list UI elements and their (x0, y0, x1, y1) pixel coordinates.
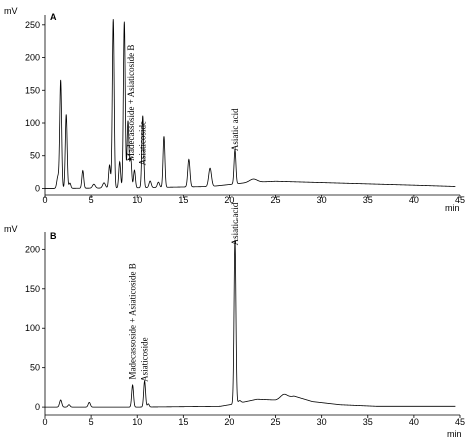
x-tick-label-b: 45 (455, 417, 465, 427)
y-tick-label-a: 50 (30, 151, 40, 161)
y-tick-label-b: 50 (30, 363, 40, 373)
x-tick-label-b: 25 (271, 417, 281, 427)
x-tick-label-b: 0 (42, 417, 47, 427)
x-axis-unit-a: min (445, 203, 460, 213)
peak-label-a: Madecassoside + Asiaticoside B (126, 45, 136, 161)
peak-label-a: Asiatic acid (230, 108, 240, 151)
x-axis-unit-b: min (447, 429, 462, 438)
x-tick-label-a: 5 (89, 195, 94, 205)
chromatogram-trace-a (45, 19, 456, 189)
y-tick-label-b: 200 (25, 244, 40, 254)
x-tick-label-b: 15 (178, 417, 188, 427)
peak-label-b: Asiaticoside (140, 337, 150, 382)
y-tick-label-b: 0 (35, 402, 40, 412)
y-tick-label-a: 0 (35, 183, 40, 193)
x-tick-label-b: 30 (317, 417, 327, 427)
x-tick-label-a: 45 (455, 195, 465, 205)
x-tick-label-a: 25 (271, 195, 281, 205)
y-tick-label-a: 250 (25, 20, 40, 30)
x-tick-label-a: 15 (178, 195, 188, 205)
y-axis-unit-a: mV (4, 6, 18, 16)
y-tick-label-a: 100 (25, 118, 40, 128)
peak-annotations-a: Madecassoside + Asiaticoside B Asiaticosi… (126, 45, 240, 166)
x-tick-label-b: 20 (224, 417, 234, 427)
peak-label-b: Asiatic acid (230, 202, 240, 245)
chromatogram-panel-b: mV B 0 50 100 150 200 0 5 10 15 20 25 30 35 40 45 min… (4, 202, 465, 438)
y-axis-a: 0 50 100 150 200 250 (25, 15, 46, 195)
panel-label-a: A (50, 12, 57, 22)
chromatogram-trace-b (45, 239, 456, 408)
x-tick-label-b: 10 (132, 417, 142, 427)
x-tick-label-b: 35 (363, 417, 373, 427)
x-tick-label-a: 35 (363, 195, 373, 205)
x-axis-b: 0 5 10 15 20 25 30 35 40 45 (42, 414, 465, 427)
x-tick-label-b: 40 (409, 417, 419, 427)
x-tick-label-a: 40 (409, 195, 419, 205)
x-tick-label-a: 20 (224, 195, 234, 205)
y-tick-label-b: 100 (25, 323, 40, 333)
y-tick-label-a: 200 (25, 53, 40, 63)
x-axis-a: 0 5 10 15 20 25 30 35 40 45 (42, 194, 465, 205)
y-tick-label-b: 150 (25, 284, 40, 294)
x-tick-label-a: 0 (42, 195, 47, 205)
panel-label-b: B (50, 231, 57, 241)
y-axis-unit-b: mV (4, 224, 18, 234)
x-tick-label-a: 30 (317, 195, 327, 205)
peak-label-a: Asiaticoside (138, 121, 148, 166)
x-tick-label-a: 10 (132, 195, 142, 205)
y-axis-b: 0 50 100 150 200 (25, 232, 46, 415)
peak-label-b: Madecassoside + Asiaticoside B (128, 263, 138, 379)
x-tick-label-b: 5 (89, 417, 94, 427)
peak-annotations-b: Madecassoside + Asiaticoside B Asiaticosi… (128, 202, 240, 382)
y-tick-label-a: 150 (25, 85, 40, 95)
